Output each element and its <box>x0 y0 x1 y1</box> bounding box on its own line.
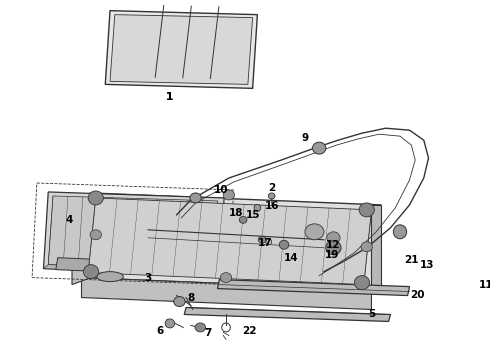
Ellipse shape <box>174 297 185 306</box>
Polygon shape <box>105 11 257 88</box>
Text: 13: 13 <box>419 260 434 270</box>
Ellipse shape <box>393 225 407 239</box>
Text: 1: 1 <box>166 92 173 102</box>
Text: 12: 12 <box>326 240 341 250</box>
Ellipse shape <box>354 276 369 289</box>
Text: 4: 4 <box>66 215 73 225</box>
Polygon shape <box>88 198 371 285</box>
Ellipse shape <box>254 204 261 211</box>
Text: 18: 18 <box>229 208 244 218</box>
Text: 1: 1 <box>166 92 173 102</box>
Ellipse shape <box>83 265 98 279</box>
Ellipse shape <box>90 230 101 240</box>
Ellipse shape <box>97 272 123 282</box>
Text: 21: 21 <box>404 255 418 265</box>
Polygon shape <box>218 280 410 296</box>
Text: 11: 11 <box>478 280 490 289</box>
Ellipse shape <box>190 193 201 203</box>
Text: 15: 15 <box>245 210 260 220</box>
Polygon shape <box>184 307 391 321</box>
Ellipse shape <box>88 191 103 205</box>
Text: 20: 20 <box>410 289 424 300</box>
Text: 19: 19 <box>324 250 339 260</box>
Polygon shape <box>110 15 253 84</box>
Polygon shape <box>48 196 218 270</box>
Ellipse shape <box>279 240 289 249</box>
Polygon shape <box>81 278 371 310</box>
Polygon shape <box>44 265 213 274</box>
Polygon shape <box>216 257 253 270</box>
Text: 2: 2 <box>268 183 275 193</box>
Text: 16: 16 <box>265 201 279 211</box>
Ellipse shape <box>239 216 247 223</box>
Ellipse shape <box>326 241 341 255</box>
Text: 14: 14 <box>284 253 299 263</box>
Ellipse shape <box>258 236 266 243</box>
Ellipse shape <box>327 232 340 244</box>
Polygon shape <box>81 193 381 289</box>
Ellipse shape <box>165 319 174 328</box>
Text: 7: 7 <box>204 328 212 338</box>
Ellipse shape <box>269 193 275 199</box>
Ellipse shape <box>223 190 235 200</box>
Polygon shape <box>44 192 224 275</box>
Text: 10: 10 <box>214 185 228 195</box>
Text: 9: 9 <box>301 133 309 143</box>
Text: 5: 5 <box>368 310 375 319</box>
Ellipse shape <box>195 323 206 332</box>
Ellipse shape <box>313 142 326 154</box>
Polygon shape <box>72 193 91 285</box>
Ellipse shape <box>305 224 324 240</box>
Polygon shape <box>272 215 324 248</box>
Text: 17: 17 <box>258 238 272 248</box>
Ellipse shape <box>359 203 374 217</box>
Polygon shape <box>371 205 381 289</box>
Text: 8: 8 <box>187 293 195 302</box>
Text: 6: 6 <box>157 327 164 336</box>
Text: 22: 22 <box>243 327 257 336</box>
Polygon shape <box>56 258 105 272</box>
Text: 3: 3 <box>145 273 152 283</box>
Ellipse shape <box>361 242 372 252</box>
Ellipse shape <box>220 273 232 283</box>
